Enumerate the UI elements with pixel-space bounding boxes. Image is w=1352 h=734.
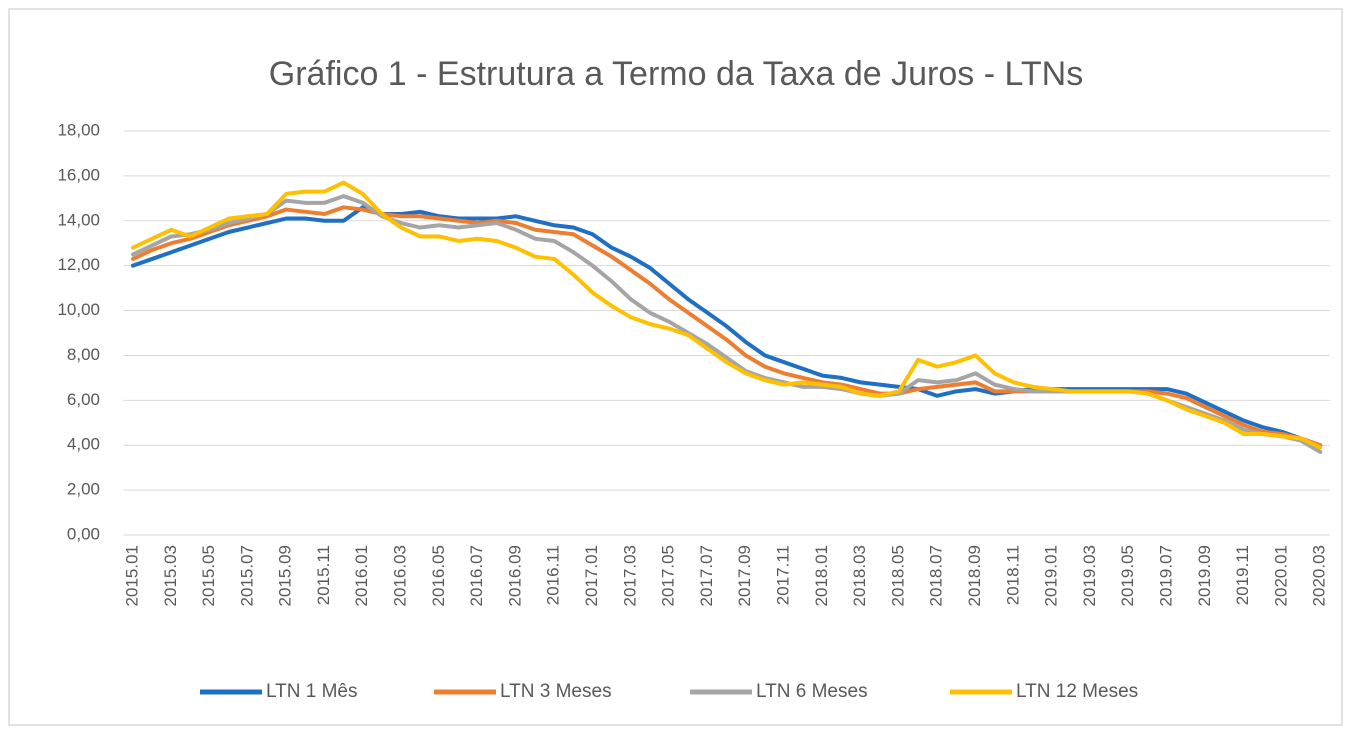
x-tick-label: 2017.03 bbox=[620, 545, 639, 606]
y-tick-label: 6,00 bbox=[67, 390, 100, 409]
x-tick-label: 2020.01 bbox=[1271, 545, 1290, 606]
series-line bbox=[130, 205, 1323, 448]
y-tick-label: 0,00 bbox=[67, 524, 100, 543]
x-tick-label: 2019.01 bbox=[1042, 545, 1061, 606]
x-tick-label: 2020.03 bbox=[1310, 545, 1329, 606]
x-tick-label: 2017.01 bbox=[582, 545, 601, 606]
x-tick-label: 2016.05 bbox=[429, 545, 448, 606]
x-tick-label: 2015.03 bbox=[161, 545, 180, 606]
legend-label: LTN 12 Meses bbox=[1016, 681, 1138, 702]
y-tick-label: 18,00 bbox=[57, 120, 100, 139]
x-tick-label: 2017.09 bbox=[735, 545, 754, 606]
x-tick-label: 2019.05 bbox=[1118, 545, 1137, 606]
y-tick-label: 12,00 bbox=[57, 255, 100, 274]
x-tick-label: 2016.09 bbox=[505, 545, 524, 606]
x-tick-label: 2018.09 bbox=[965, 545, 984, 606]
legend-label: LTN 3 Meses bbox=[500, 681, 612, 702]
y-tick-label: 14,00 bbox=[57, 210, 100, 229]
x-tick-label: 2015.07 bbox=[237, 545, 256, 606]
x-tick-label: 2019.09 bbox=[1195, 545, 1214, 606]
x-tick-label: 2016.01 bbox=[352, 545, 371, 606]
x-tick-label: 2018.11 bbox=[1003, 545, 1022, 605]
legend-label: LTN 1 Mês bbox=[266, 681, 358, 702]
chart-frame bbox=[8, 8, 1343, 726]
y-tick-label: 16,00 bbox=[57, 165, 100, 184]
y-tick-label: 10,00 bbox=[57, 300, 100, 319]
y-tick-label: 2,00 bbox=[67, 480, 100, 499]
legend-label: LTN 6 Meses bbox=[756, 681, 868, 702]
x-tick-label: 2016.03 bbox=[391, 545, 410, 606]
x-tick-label: 2017.11 bbox=[774, 545, 793, 605]
x-tick-label: 2016.07 bbox=[467, 545, 486, 606]
x-tick-label: 2015.05 bbox=[199, 545, 218, 606]
x-tick-label: 2015.11 bbox=[314, 545, 333, 605]
x-tick-label: 2019.03 bbox=[1080, 545, 1099, 606]
x-tick-label: 2019.07 bbox=[1157, 545, 1176, 606]
x-tick-label: 2018.05 bbox=[888, 545, 907, 606]
x-tick-label: 2018.03 bbox=[850, 545, 869, 606]
x-tick-label: 2015.01 bbox=[122, 545, 141, 606]
x-tick-label: 2018.01 bbox=[812, 545, 831, 606]
x-tick-label: 2017.07 bbox=[697, 545, 716, 606]
x-tick-label: 2015.09 bbox=[276, 545, 295, 606]
series-line bbox=[130, 180, 1323, 450]
x-tick-label: 2016.11 bbox=[544, 545, 563, 605]
chart-title: Gráfico 1 - Estrutura a Termo da Taxa de… bbox=[269, 55, 1083, 93]
y-tick-label: 8,00 bbox=[67, 345, 100, 364]
y-tick-label: 4,00 bbox=[67, 435, 100, 454]
x-tick-label: 2019.11 bbox=[1233, 545, 1252, 605]
x-tick-label: 2018.07 bbox=[927, 545, 946, 606]
x-tick-label: 2017.05 bbox=[659, 545, 678, 606]
